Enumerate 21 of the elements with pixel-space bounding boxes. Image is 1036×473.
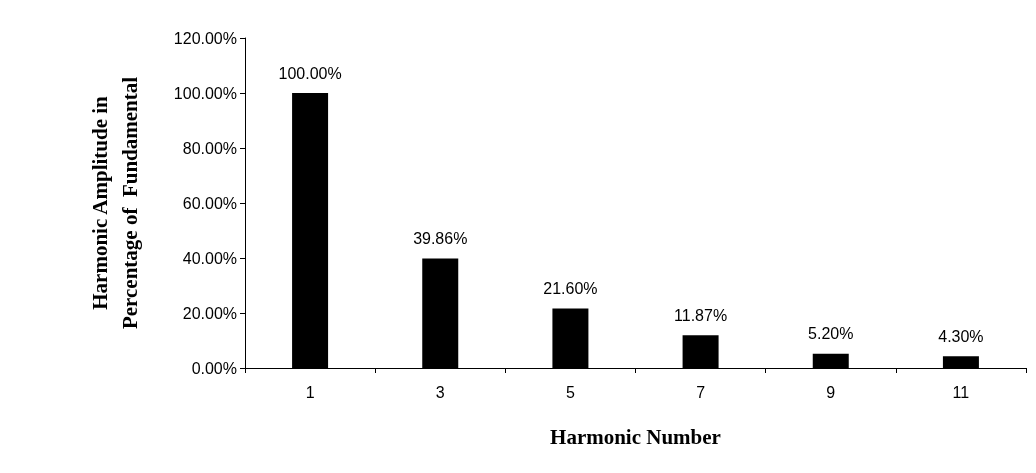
y-tick-label: 60.00% <box>182 194 237 212</box>
x-tick-label: 7 <box>696 383 706 401</box>
x-axis-title: Harmonic Number <box>550 424 721 449</box>
y-tick-label: 120.00% <box>173 29 237 47</box>
data-label: 11.87% <box>674 306 728 324</box>
x-tick-label: 11 <box>952 383 970 401</box>
data-label: 21.60% <box>543 280 598 298</box>
data-label: 39.86% <box>413 229 468 247</box>
y-tick-label: 40.00% <box>182 249 237 267</box>
data-label: 100.00% <box>278 64 342 82</box>
data-label: 5.20% <box>808 325 854 343</box>
x-tick-label: 3 <box>435 383 445 401</box>
y-tick-label: 0.00% <box>191 359 237 377</box>
y-tick-label: 100.00% <box>173 84 237 102</box>
x-tick-label: 5 <box>565 383 575 401</box>
y-tick-label: 80.00% <box>182 139 237 157</box>
y-tick-label: 20.00% <box>182 304 237 322</box>
data-label: 4.30% <box>938 327 984 345</box>
x-tick-label: 1 <box>305 383 315 401</box>
x-tick-label: 9 <box>826 383 836 401</box>
y-axis-title: Harmonic Amplitude in Percentage of Fundamental <box>88 76 142 330</box>
